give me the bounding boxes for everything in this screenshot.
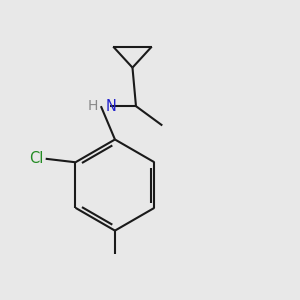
Text: Cl: Cl: [30, 151, 44, 166]
Text: H: H: [88, 99, 98, 113]
Text: N: N: [106, 99, 116, 114]
